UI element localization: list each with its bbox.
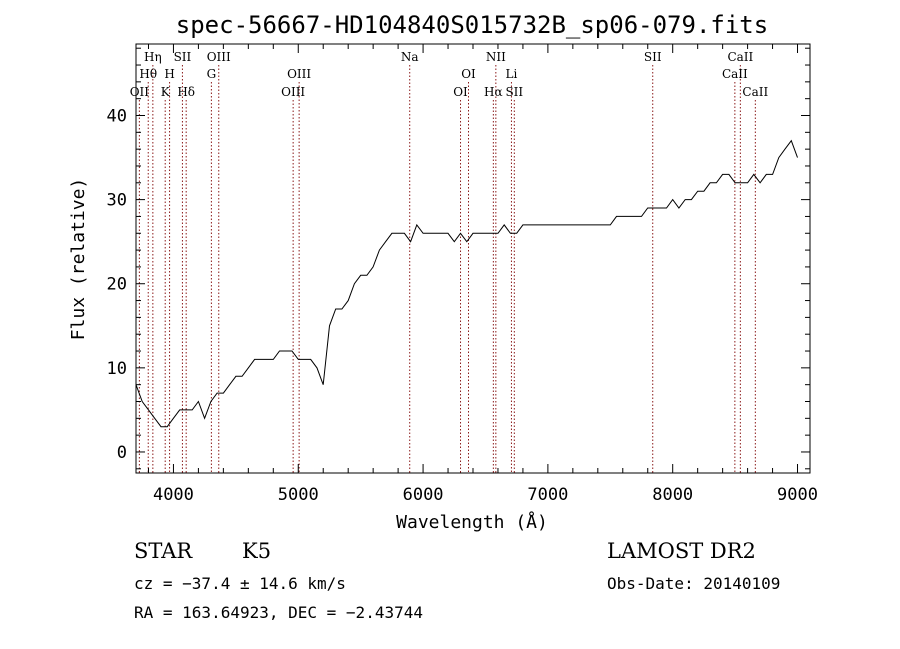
y-tick-label: 10 [107, 359, 127, 379]
class-label: STAR [134, 539, 193, 563]
plot-frame [135, 43, 811, 474]
marker-label: SII [174, 50, 192, 64]
marker-label: Hδ [177, 85, 195, 99]
x-tick-label: 5000 [278, 485, 319, 505]
marker-label: Na [401, 50, 419, 64]
marker-label: SII [505, 85, 523, 99]
coords-text: RA = 163.64923, DEC = −2.43744 [134, 603, 423, 622]
y-axis-label: Flux (relative) [68, 178, 89, 341]
marker-label: Hα [484, 85, 503, 99]
survey-label: LAMOST DR2 [607, 539, 756, 563]
x-tick-label: 8000 [652, 485, 693, 505]
marker-label: H [164, 67, 174, 81]
y-tick-label: 0 [117, 443, 127, 463]
obs-date-text: Obs-Date: 20140109 [607, 574, 781, 593]
marker-label: CaII [727, 50, 753, 64]
marker-label: OIII [287, 67, 311, 81]
spectrum-line [135, 139, 798, 428]
marker-label: SII [644, 50, 662, 64]
y-axis: 0 10 20 30 40 [107, 47, 810, 470]
marker-label: OI [461, 67, 476, 81]
y-tick-label: 30 [107, 191, 127, 211]
x-tick-label: 9000 [777, 485, 818, 505]
marker-label: K [161, 85, 171, 99]
marker-label: OIII [207, 50, 231, 64]
x-axis-label: Wavelength (Å) [396, 511, 548, 533]
y-tick-label: 40 [107, 107, 127, 127]
x-axis: 4000 5000 6000 7000 8000 9000 [147, 44, 818, 505]
x-tick-label: 4000 [153, 485, 194, 505]
x-tick-label: 6000 [403, 485, 444, 505]
redshift-text: cz = −37.4 ± 14.6 km/s [134, 574, 346, 593]
y-tick-label: 20 [107, 275, 127, 295]
x-tick-label: 7000 [527, 485, 568, 505]
chart-title: spec-56667-HD104840S015732B_sp06-079.fit… [176, 11, 768, 39]
marker-label: Hη [144, 50, 162, 64]
marker-label: CaII [722, 67, 748, 81]
marker-label: Li [506, 67, 518, 81]
marker-label: OI [453, 85, 468, 99]
subclass-label: K5 [242, 539, 272, 563]
marker-label: CaII [742, 85, 768, 99]
marker-label: G [207, 67, 217, 81]
marker-label: OIII [281, 85, 305, 99]
marker-label: Hθ [139, 67, 157, 81]
marker-label: NII [486, 50, 506, 64]
marker-label: OII [130, 85, 150, 99]
